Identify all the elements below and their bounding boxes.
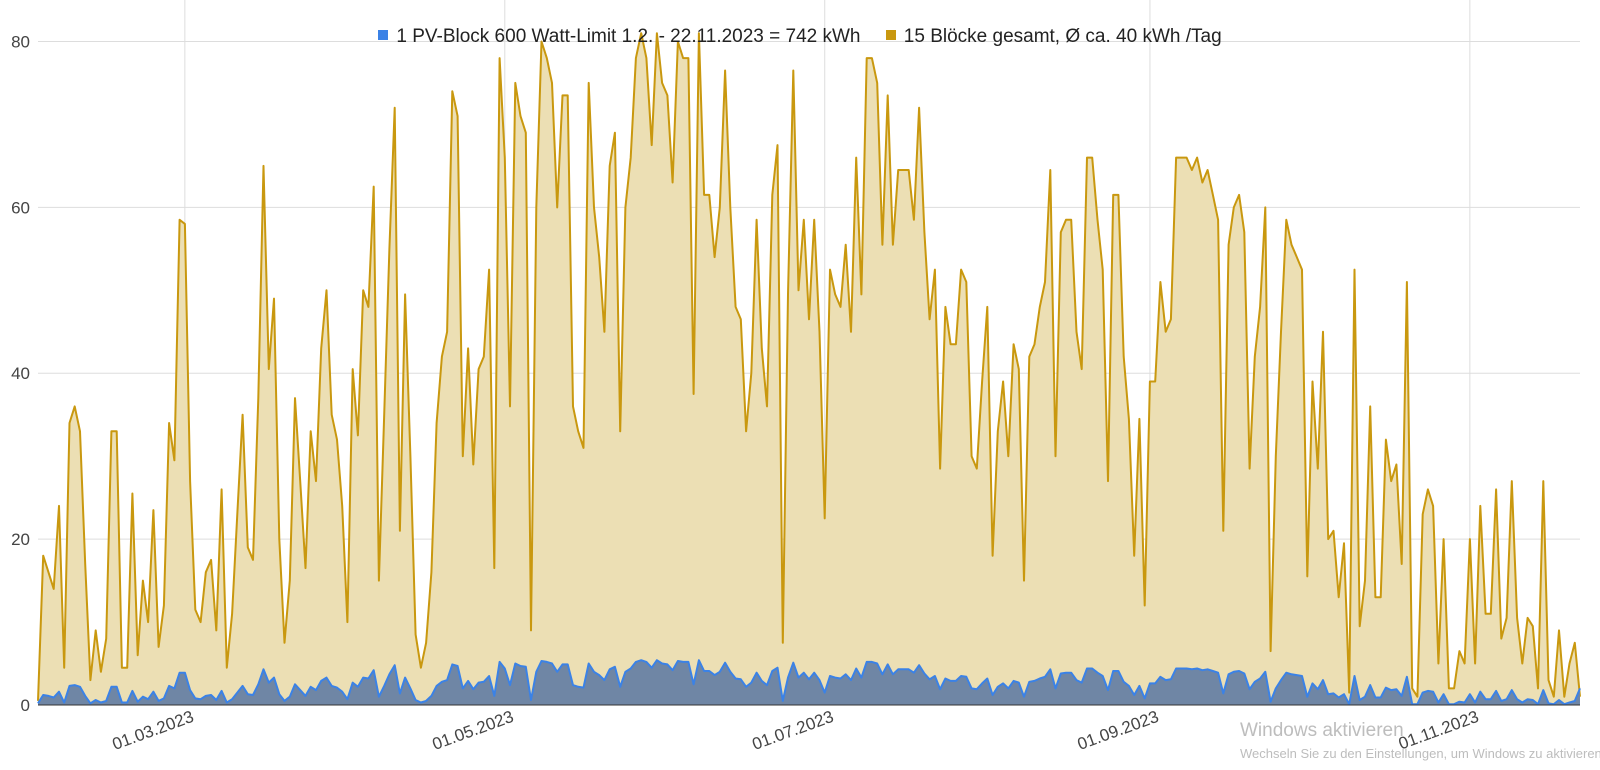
y-tick-label: 0 [21,696,30,715]
series-area-0 [38,33,1580,705]
legend-label-pv-block: 1 PV-Block 600 Watt-Limit 1.2. - 22.11.2… [396,26,861,47]
legend-swatch-pv-block [378,30,389,40]
x-tick-label: 01.07.2023 [750,707,836,754]
watermark-subtitle: Wechseln Sie zu den Einstellungen, um Wi… [1240,746,1600,761]
watermark-title: Windows aktivieren [1240,720,1404,741]
series-area-1 [38,660,1580,705]
legend-swatch-total-blocks [885,30,896,40]
x-tick-label: 01.03.2023 [110,707,196,754]
x-tick-label: 01.09.2023 [1075,707,1161,754]
legend-item-pv-block[interactable]: 1 PV-Block 600 Watt-Limit 1.2. - 22.11.2… [378,26,861,48]
windows-activation-watermark: Windows aktivieren Wechseln Sie zu den E… [1240,720,1600,761]
series-line-1 [37,659,1581,706]
chart-legend: 1 PV-Block 600 Watt-Limit 1.2. - 22.11.2… [0,26,1600,48]
legend-label-total-blocks: 15 Blöcke gesamt, Ø ca. 40 kWh /Tag [903,26,1222,47]
series-line-0 [37,32,1581,701]
y-tick-label: 80 [11,32,30,51]
x-tick-label: 01.05.2023 [430,707,516,754]
chart-series [37,32,1581,706]
legend-item-total-blocks[interactable]: 15 Blöcke gesamt, Ø ca. 40 kWh /Tag [885,26,1222,48]
y-tick-label: 20 [11,530,30,549]
y-tick-label: 40 [11,364,30,383]
y-tick-label: 60 [11,198,30,217]
